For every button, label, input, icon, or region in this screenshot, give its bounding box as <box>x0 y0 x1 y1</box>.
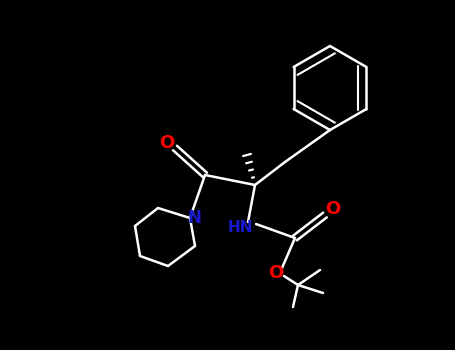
Text: O: O <box>159 134 175 152</box>
Text: HN: HN <box>227 219 253 234</box>
Text: O: O <box>268 264 283 282</box>
Text: O: O <box>325 200 341 218</box>
Text: N: N <box>187 209 201 227</box>
